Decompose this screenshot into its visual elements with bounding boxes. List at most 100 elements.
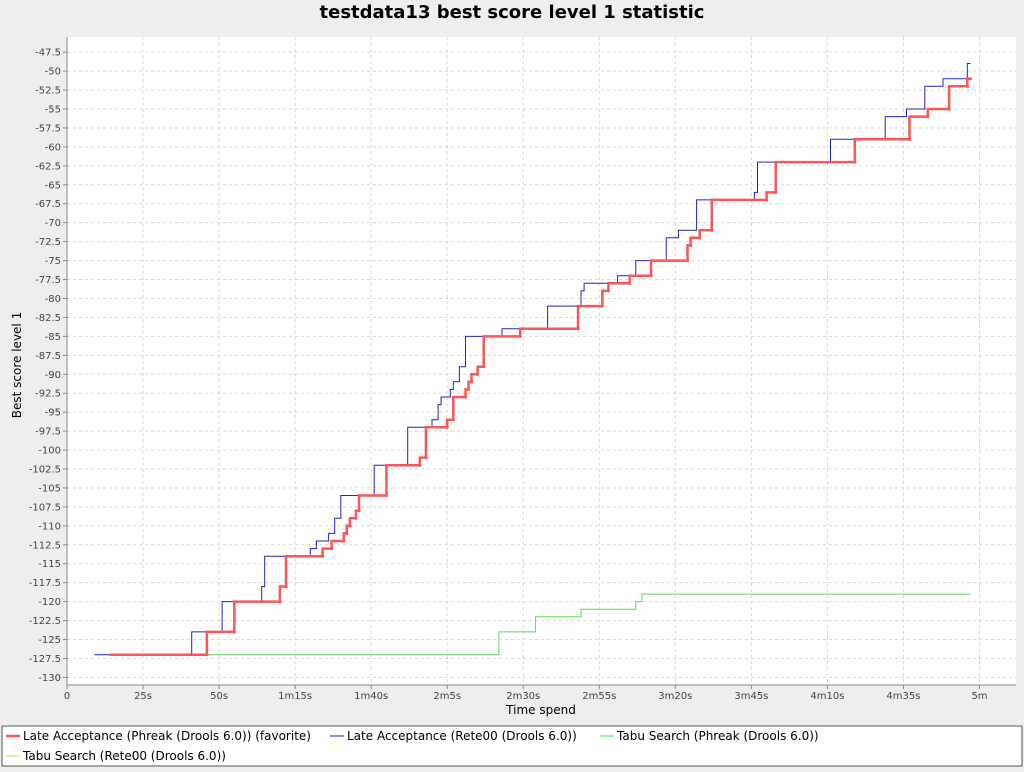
data-point: [764, 198, 769, 202]
x-axis-label: Time spend: [505, 703, 576, 717]
x-tick-label: 1m40s: [354, 691, 388, 702]
data-point: [348, 524, 352, 528]
y-tick-label: -70: [45, 218, 61, 229]
y-tick-label: -62.5: [35, 161, 61, 172]
data-point: [345, 531, 349, 536]
data-point: [466, 387, 471, 392]
data-point: [424, 456, 428, 460]
series-line-3: [206, 593, 971, 656]
y-tick-label: -77.5: [35, 275, 61, 286]
y-tick-label: -85: [45, 332, 61, 343]
data-point: [853, 160, 857, 164]
legend-item-label: Tabu Search (Rete00 (Drools 6.0)): [22, 749, 226, 763]
y-tick-label: -47.5: [35, 48, 61, 59]
y-tick-label: -72.5: [35, 237, 61, 248]
data-point: [354, 516, 358, 520]
y-tick-label: -95: [45, 408, 61, 419]
x-tick-label: 4m10s: [810, 691, 844, 702]
chart-title: testdata13 best score level 1 statistic: [320, 2, 705, 23]
data-point: [649, 274, 653, 278]
data-point: [278, 600, 282, 604]
data-point: [384, 493, 388, 498]
x-tick-label: 2m30s: [506, 691, 540, 702]
y-tick-label: -90: [45, 370, 61, 381]
data-point: [698, 236, 702, 240]
data-point: [205, 653, 209, 657]
y-tick-label: -120: [38, 597, 61, 608]
y-tick-label: -110: [38, 521, 61, 532]
y-tick-label: -107.5: [29, 502, 61, 513]
y-tick-label: -130: [38, 673, 61, 684]
data-point: [685, 258, 690, 263]
y-tick-label: -87.5: [35, 351, 61, 362]
data-point: [688, 243, 693, 248]
legend: Late Acceptance (Phreak (Drools 6.0)) (f…: [6, 729, 819, 763]
data-point: [606, 289, 611, 293]
data-point: [469, 380, 474, 384]
data-point: [710, 228, 714, 232]
data-point: [965, 84, 969, 88]
y-tick-label: -55: [45, 105, 61, 116]
data-point: [600, 304, 604, 308]
y-tick-label: -115: [38, 559, 61, 570]
x-tick-label: 3m20s: [658, 691, 692, 702]
x-axis-ticks: 0 25s 50s 1m15s 1m40s 2m5s 2m30s 2m55s 3m20s 3m45…: [64, 685, 988, 702]
data-point: [518, 334, 522, 338]
data-point: [342, 539, 346, 543]
x-tick-label: 2m5s: [433, 691, 461, 702]
y-tick-label: -67.5: [35, 199, 61, 210]
y-tick-label: -97.5: [35, 427, 61, 438]
grid: [67, 37, 1016, 685]
y-tick-label: -75: [45, 256, 61, 267]
y-tick-label: -52.5: [35, 86, 61, 97]
x-tick-label: 4m35s: [886, 691, 920, 702]
data-point: [320, 554, 325, 558]
x-tick-label: 50s: [210, 691, 228, 702]
data-point: [445, 425, 449, 429]
data-point: [628, 281, 632, 285]
series-line-2: [94, 63, 971, 656]
data-point: [357, 509, 361, 513]
legend-item-label: Late Acceptance (Phreak (Drools 6.0)) (f…: [23, 729, 311, 743]
y-tick-label: -122.5: [29, 616, 61, 627]
legend-item-label: Late Acceptance (Rete00 (Drools 6.0)): [347, 729, 577, 743]
data-point: [451, 418, 455, 422]
data-point: [330, 546, 334, 551]
data-point: [907, 137, 912, 141]
y-tick-label: -112.5: [29, 540, 61, 551]
data-point: [284, 584, 288, 589]
x-tick-label: 5m: [971, 691, 987, 702]
y-tick-label: -60: [45, 142, 61, 153]
x-tick-label: 2m55s: [582, 691, 616, 702]
plot-area: [67, 37, 1016, 685]
y-tick-label: -100: [38, 446, 61, 457]
series-lines: [94, 63, 972, 657]
data-point: [576, 327, 580, 331]
y-tick-label: -65: [45, 180, 61, 191]
data-point: [482, 365, 486, 369]
y-tick-label: -80: [45, 294, 61, 305]
y-tick-label: -50: [45, 67, 61, 78]
data-point: [947, 107, 951, 111]
y-tick-label: -117.5: [29, 578, 61, 589]
legend-box: [1, 725, 1023, 767]
x-tick-label: 25s: [134, 691, 152, 702]
y-tick-label: -102.5: [29, 465, 61, 476]
x-tick-label: 0: [64, 691, 70, 702]
data-point: [463, 395, 468, 399]
y-tick-label: -125: [38, 635, 61, 646]
data-point: [418, 463, 422, 467]
y-axis-label: Best score level 1: [10, 312, 24, 418]
data-point: [926, 114, 930, 119]
y-tick-label: -105: [38, 483, 61, 494]
data-point: [968, 77, 972, 81]
legend-item-label: Tabu Search (Phreak (Drools 6.0)): [616, 729, 819, 743]
data-point: [232, 630, 236, 634]
y-tick-label: -127.5: [29, 654, 61, 665]
y-axis-ticks: -47.5 -50 -52.5 -55 -57.5 -60 -62.5 -65 -67.5 -70…: [29, 48, 67, 684]
data-point: [774, 190, 778, 194]
y-tick-label: -82.5: [35, 313, 61, 324]
x-tick-label: 3m45s: [734, 691, 768, 702]
